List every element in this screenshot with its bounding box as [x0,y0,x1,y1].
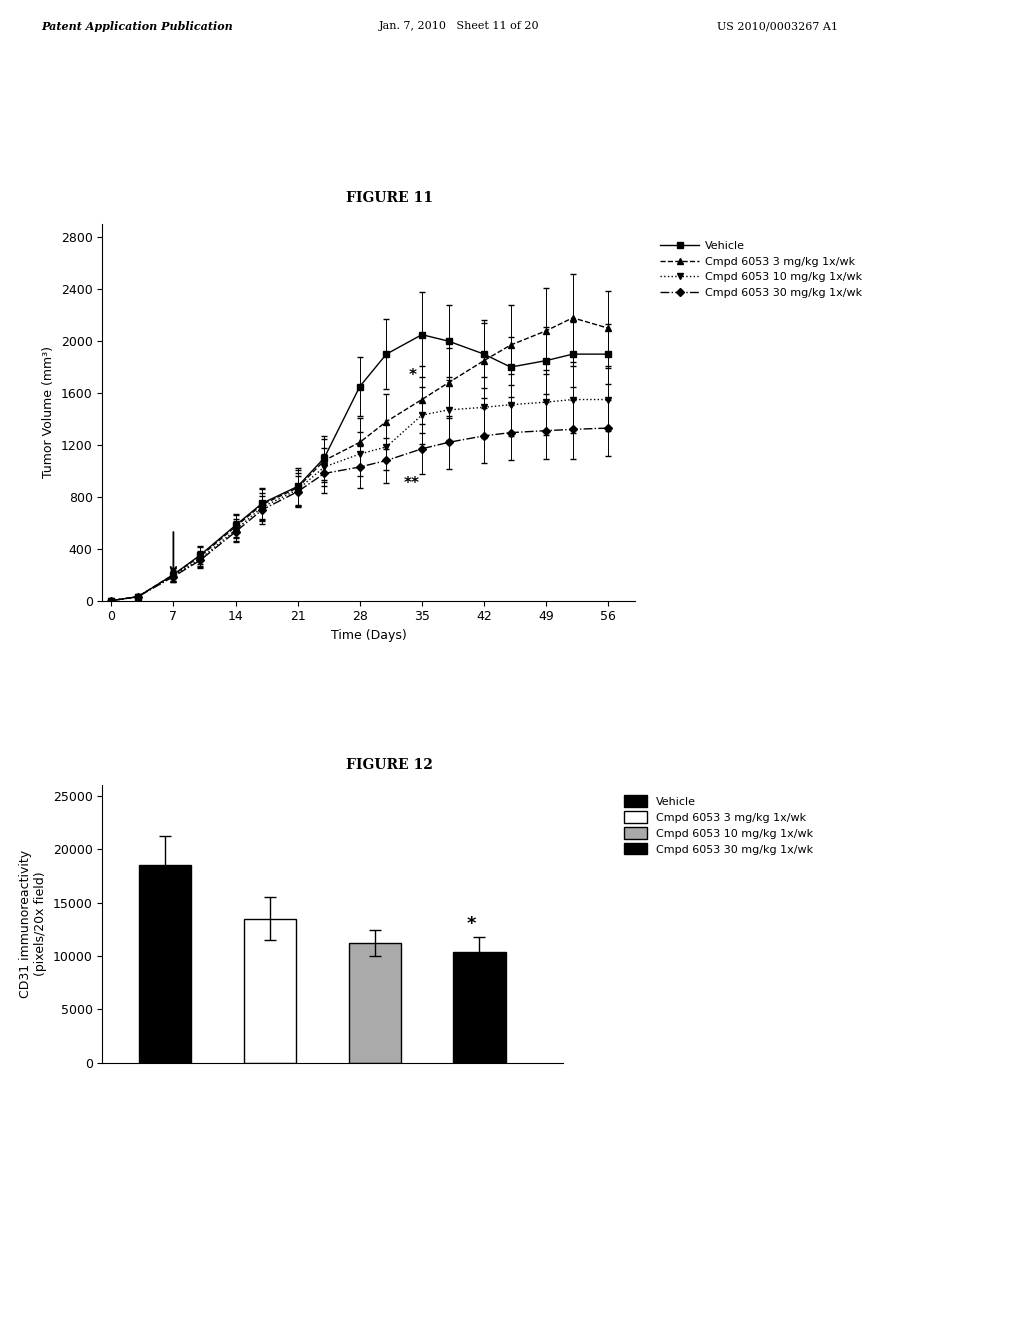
Text: *: * [409,368,417,383]
Y-axis label: CD31 immunoreactivity
(pixels/20x field): CD31 immunoreactivity (pixels/20x field) [19,850,47,998]
Bar [244,919,296,1063]
Legend: Vehicle, Cmpd 6053 3 mg/kg 1x/wk, Cmpd 6053 10 mg/kg 1x/wk, Cmpd 6053 30 mg/kg 1: Vehicle, Cmpd 6053 3 mg/kg 1x/wk, Cmpd 6… [655,236,866,302]
Legend: Vehicle, Cmpd 6053 3 mg/kg 1x/wk, Cmpd 6053 10 mg/kg 1x/wk, Cmpd 6053 30 mg/kg 1: Vehicle, Cmpd 6053 3 mg/kg 1x/wk, Cmpd 6… [620,791,817,859]
Text: Jan. 7, 2010   Sheet 11 of 20: Jan. 7, 2010 Sheet 11 of 20 [379,21,540,32]
Text: FIGURE 12: FIGURE 12 [346,758,432,772]
Text: FIGURE 11: FIGURE 11 [346,190,432,205]
Y-axis label: Tumor Volume (mm³): Tumor Volume (mm³) [42,346,55,478]
Text: Patent Application Publication: Patent Application Publication [41,21,232,32]
Bar [348,944,400,1063]
X-axis label: Time (Days): Time (Days) [331,628,407,642]
Bar [454,952,506,1063]
Bar [139,866,191,1063]
Text: US 2010/0003267 A1: US 2010/0003267 A1 [717,21,838,32]
Text: **: ** [404,475,420,491]
Text: *: * [466,915,476,933]
